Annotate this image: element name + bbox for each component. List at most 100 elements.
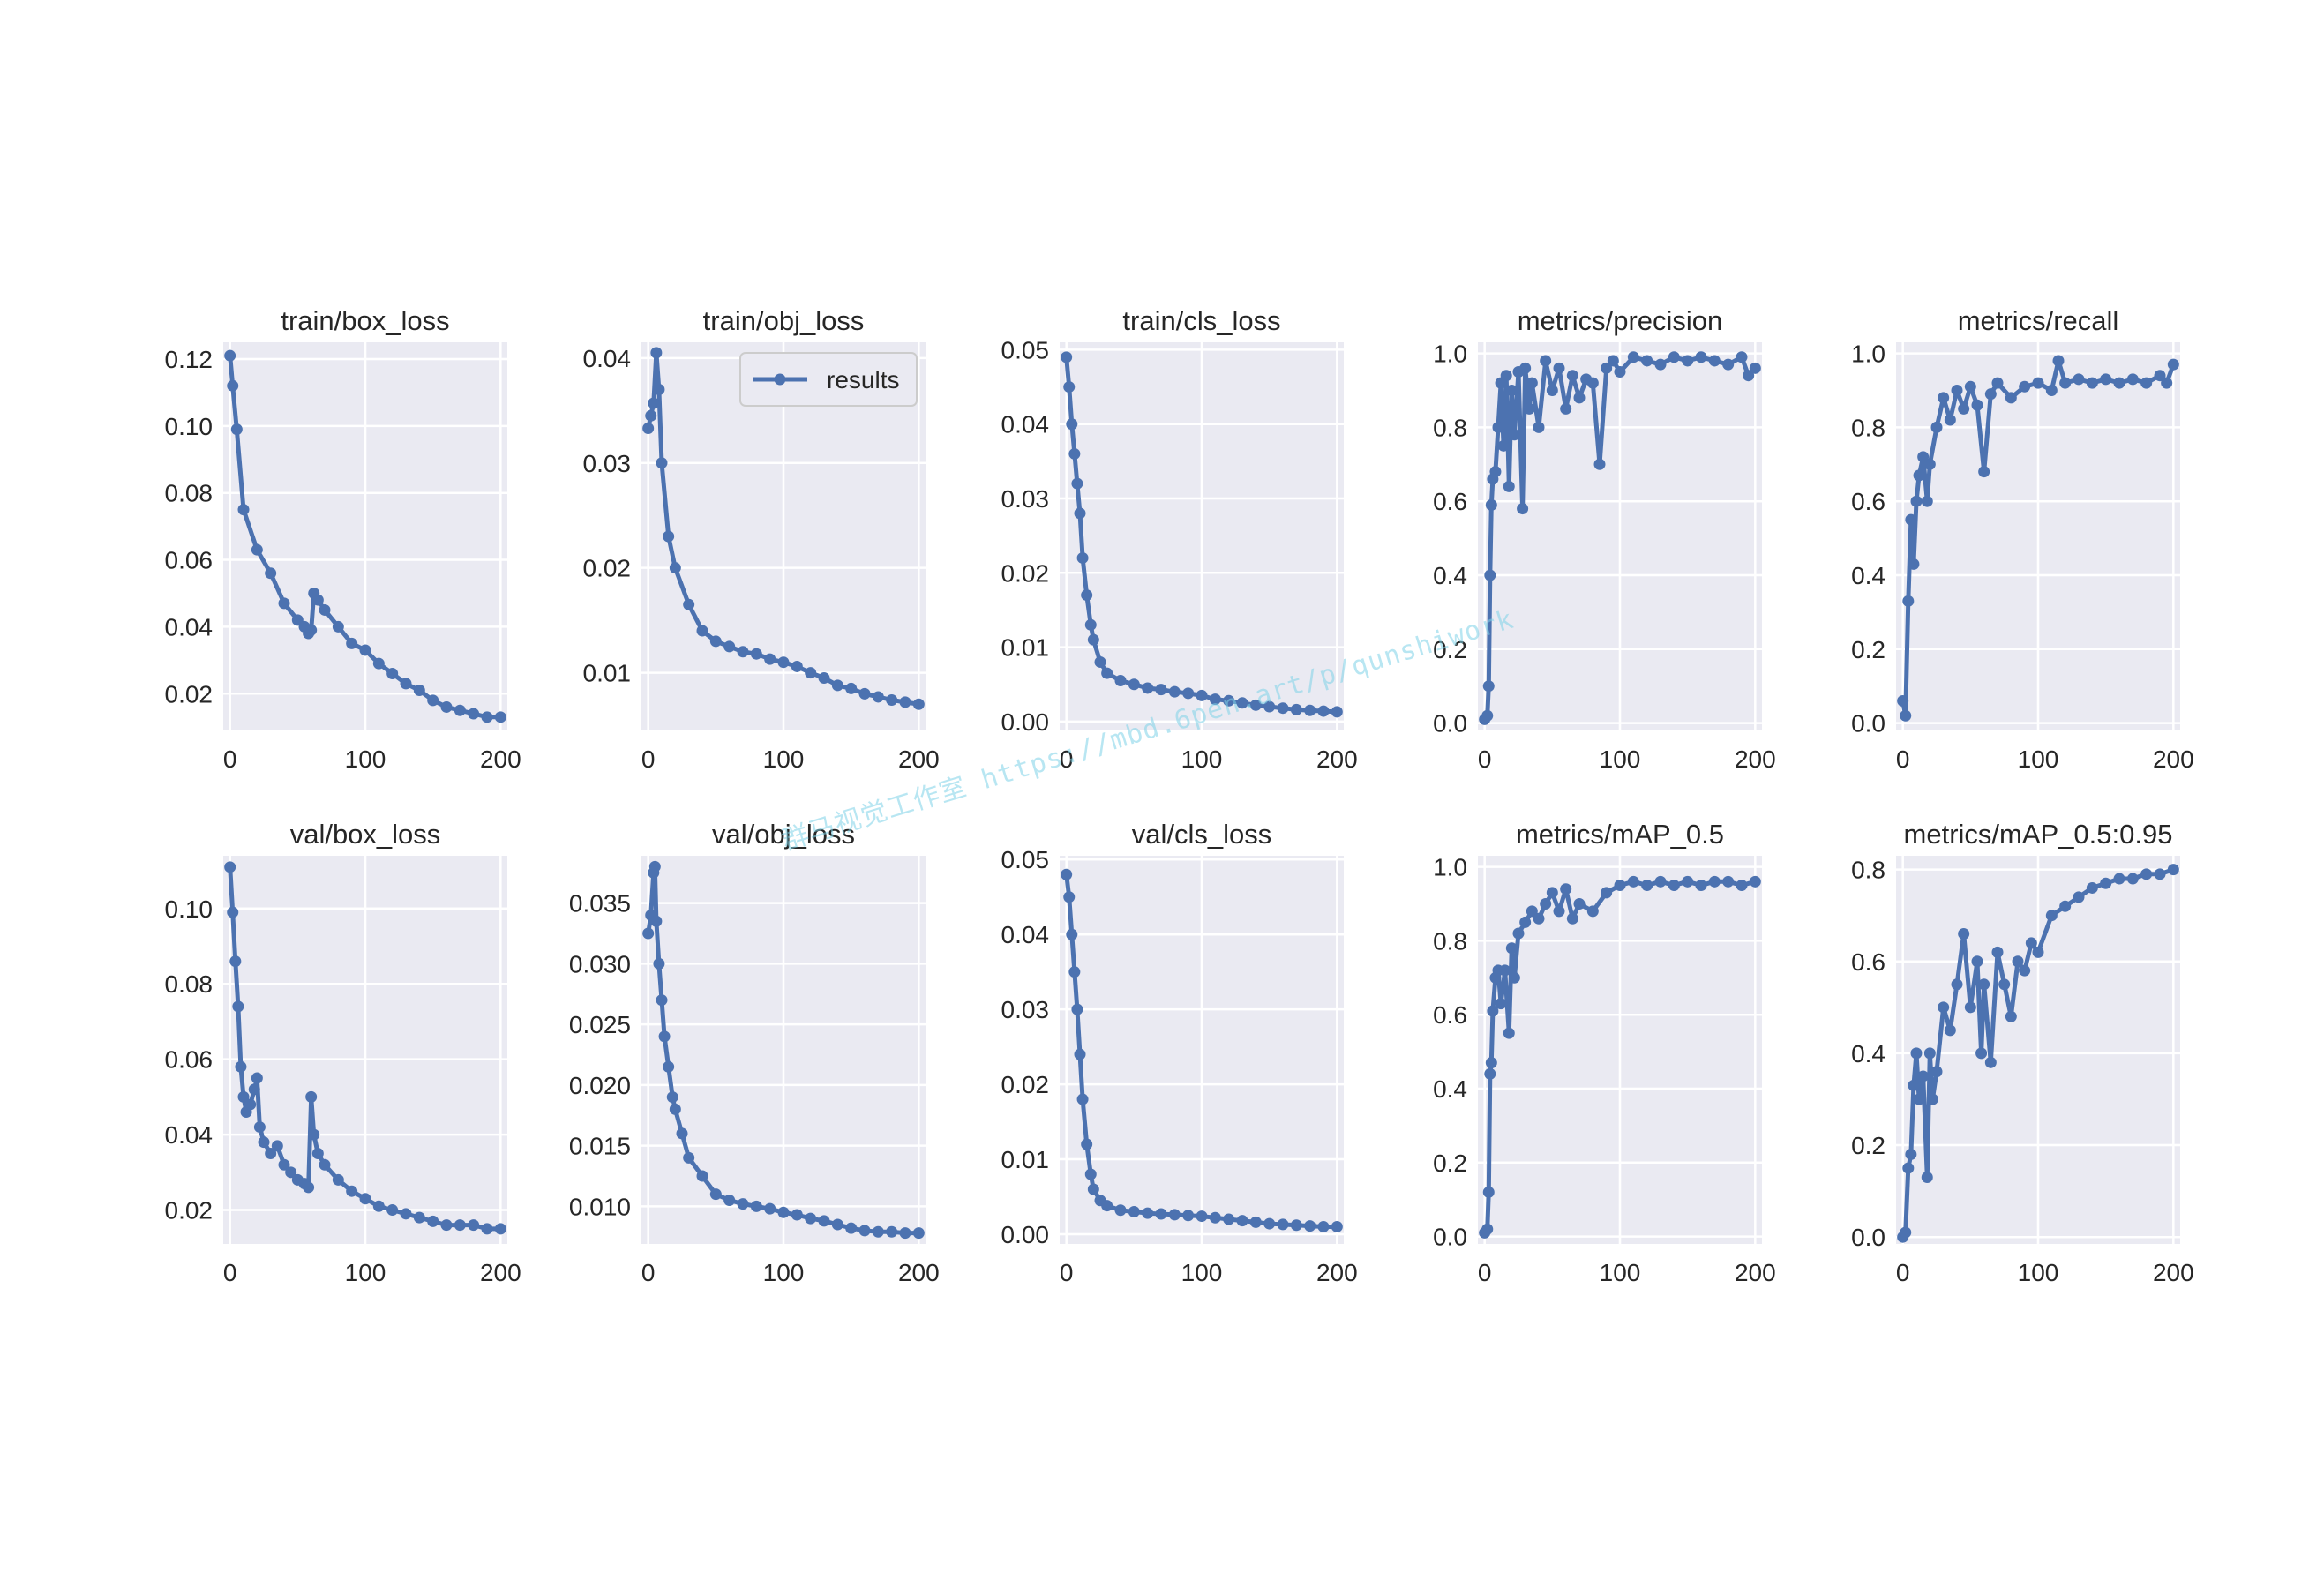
data-point: [2167, 864, 2179, 876]
data-point: [305, 1090, 318, 1103]
data-point: [1236, 697, 1248, 709]
data-point: [1076, 551, 1089, 564]
data-point: [658, 1030, 671, 1043]
data-point: [886, 694, 898, 707]
y-tick-label: 0.020: [569, 1072, 631, 1099]
subplot-title: train/box_loss: [281, 305, 449, 336]
data-point: [1497, 439, 1510, 452]
data-point: [1910, 495, 1923, 507]
data-point: [1938, 392, 1950, 404]
data-point: [1607, 355, 1619, 367]
y-tick-label: 0.0: [1851, 1224, 1885, 1251]
data-point: [1553, 362, 1565, 374]
data-point: [278, 1158, 290, 1171]
y-tick-label: 0.12: [165, 346, 214, 373]
data-point: [1668, 351, 1680, 363]
y-tick-label: 0.025: [569, 1011, 631, 1038]
data-point: [308, 1128, 320, 1141]
data-point: [648, 860, 661, 873]
data-point: [650, 915, 663, 927]
data-point: [663, 1060, 675, 1073]
data-point: [1627, 875, 1639, 888]
data-point: [683, 1151, 695, 1164]
y-tick-label: 0.0: [1433, 1224, 1467, 1251]
data-point: [237, 1090, 250, 1103]
data-point: [737, 1198, 749, 1210]
subplot-9: 0.0 0.2 0.4 0.6 0.8 1.0 0 100 200 metrics/mAP_0.5: [1433, 819, 1776, 1286]
data-point: [1523, 402, 1535, 415]
data-point: [1484, 1067, 1496, 1080]
data-point: [1209, 693, 1221, 706]
data-point: [2005, 1010, 2017, 1022]
y-tick-label: 0.01: [1001, 634, 1050, 662]
data-point: [230, 423, 243, 436]
data-point: [2059, 900, 2072, 912]
y-tick-label: 0.04: [583, 345, 632, 372]
y-tick-label: 0.05: [1001, 846, 1050, 873]
data-point: [2012, 955, 2024, 968]
data-point: [858, 687, 871, 700]
data-point: [1978, 978, 1990, 991]
data-point: [1654, 875, 1667, 888]
data-point: [494, 711, 506, 723]
data-point: [645, 409, 657, 422]
data-point: [1128, 678, 1140, 691]
data-point: [1503, 480, 1515, 492]
data-point: [1277, 1218, 1289, 1231]
subplot-title: metrics/mAP_0.5: [1516, 819, 1724, 850]
subplot-7: 0.010 0.015 0.020 0.025 0.030 0.035 0 100 200 val…: [569, 819, 940, 1286]
data-point: [1155, 684, 1167, 696]
data-point: [1566, 912, 1578, 925]
y-tick-label: 0.06: [165, 547, 214, 574]
x-tick-label: 200: [898, 1259, 940, 1286]
y-tick-label: 0.05: [1001, 336, 1050, 363]
data-point: [1722, 875, 1735, 888]
x-tick-label: 100: [1181, 745, 1223, 773]
data-point: [359, 644, 371, 656]
data-point: [1540, 897, 1552, 910]
data-point: [663, 530, 675, 543]
subplot-2: 0.01 0.02 0.03 0.04 0 100 200 train/obj_lossres…: [583, 305, 940, 773]
data-point: [2154, 868, 2166, 880]
data-point: [1209, 1211, 1221, 1224]
data-point: [1492, 421, 1504, 433]
data-point: [886, 1225, 898, 1238]
data-point: [1682, 875, 1694, 888]
y-tick-label: 0.6: [1433, 488, 1467, 515]
y-tick-label: 0.4: [1851, 1040, 1885, 1067]
data-point: [1533, 912, 1545, 925]
data-point: [805, 667, 817, 679]
y-tick-label: 0.4: [1433, 1075, 1467, 1103]
data-point: [285, 1166, 297, 1179]
data-point: [481, 1223, 493, 1235]
data-point: [1128, 1205, 1140, 1217]
subplot-title: val/cls_loss: [1132, 819, 1272, 850]
y-tick-label: 0.2: [1851, 1132, 1885, 1159]
y-tick-label: 0.06: [165, 1046, 214, 1074]
data-point: [1526, 905, 1538, 918]
data-point: [1503, 1027, 1515, 1039]
y-tick-label: 0.035: [569, 890, 631, 918]
data-point: [1998, 978, 2011, 991]
data-point: [650, 347, 663, 359]
data-point: [1066, 418, 1078, 431]
data-point: [1560, 883, 1572, 895]
data-point: [1114, 675, 1127, 687]
data-point: [845, 1222, 858, 1234]
data-point: [2140, 377, 2153, 389]
data-point: [1155, 1208, 1167, 1220]
data-point: [2167, 358, 2179, 371]
y-tick-label: 0.02: [165, 680, 214, 708]
data-point: [1485, 1057, 1497, 1069]
legend-box: [739, 352, 918, 407]
data-point: [1481, 1223, 1494, 1235]
y-tick-label: 0.10: [165, 895, 214, 923]
data-point: [1905, 1148, 1917, 1160]
x-tick-label: 0: [1060, 745, 1074, 773]
y-tick-label: 0.8: [1433, 414, 1467, 441]
data-point: [1951, 978, 1963, 991]
data-point: [1944, 414, 1956, 426]
data-point: [1913, 469, 1925, 482]
data-point: [1517, 503, 1529, 515]
x-tick-label: 0: [1896, 1259, 1910, 1286]
